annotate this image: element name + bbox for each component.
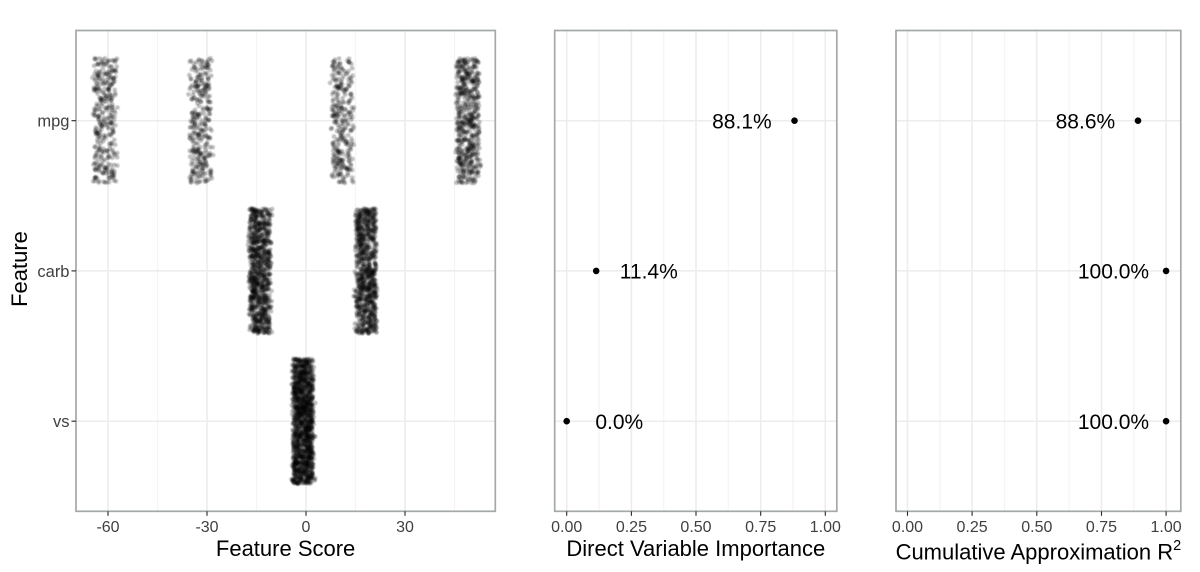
svg-text:Cumulative Approximation R2: Cumulative Approximation R2 [896, 538, 1182, 565]
svg-text:mpg: mpg [37, 113, 69, 131]
svg-text:Direct Variable Importance: Direct Variable Importance [566, 536, 825, 561]
svg-text:0.00: 0.00 [551, 519, 582, 536]
svg-text:30: 30 [396, 519, 414, 536]
svg-text:-60: -60 [96, 519, 119, 536]
svg-text:0.75: 0.75 [1086, 519, 1117, 536]
svg-text:Feature: Feature [7, 231, 32, 307]
svg-text:0.25: 0.25 [957, 519, 988, 536]
svg-text:0.00: 0.00 [892, 519, 923, 536]
svg-text:11.4%: 11.4% [620, 261, 678, 284]
svg-text:1.00: 1.00 [1151, 519, 1182, 536]
svg-text:88.1%: 88.1% [712, 111, 772, 134]
svg-text:88.6%: 88.6% [1056, 111, 1116, 134]
svg-text:Feature Score: Feature Score [216, 536, 355, 561]
svg-text:-30: -30 [195, 519, 218, 536]
svg-text:100.0%: 100.0% [1078, 261, 1149, 284]
svg-text:carb: carb [37, 263, 69, 281]
svg-text:100.0%: 100.0% [1078, 411, 1149, 434]
svg-text:1.00: 1.00 [810, 519, 841, 536]
svg-text:0.50: 0.50 [680, 519, 711, 536]
svg-text:0: 0 [302, 519, 311, 536]
svg-text:0.25: 0.25 [616, 519, 647, 536]
svg-text:vs: vs [53, 413, 70, 431]
svg-text:0.75: 0.75 [745, 519, 776, 536]
svg-text:0.50: 0.50 [1021, 519, 1052, 536]
svg-text:0.0%: 0.0% [595, 411, 643, 434]
